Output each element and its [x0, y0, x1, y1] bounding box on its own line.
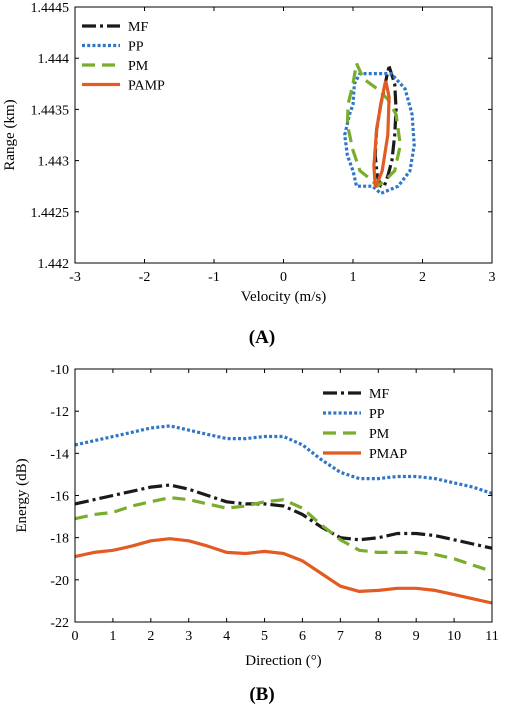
x-axis-label-b: Direction (°) — [245, 653, 321, 669]
x-tick-label: 8 — [375, 629, 382, 644]
x-tick-label: 3 — [185, 629, 192, 644]
x-tick-label: 6 — [299, 629, 306, 644]
x-tick-label: 2 — [419, 270, 426, 285]
legend-label-mf: MF — [128, 20, 148, 35]
x-tick-label: 1 — [350, 270, 357, 285]
y-tick-label: -14 — [50, 447, 69, 462]
x-tick-label: 1 — [109, 629, 116, 644]
y-tick-label: 1.4435 — [31, 103, 70, 118]
panel-label-a: (A) — [249, 327, 275, 348]
chart-b: 0 1 2 3 4 5 6 7 8 9 10 11 -22 -20 -18 -16 -14 -12 -10 MF PP P… — [14, 363, 499, 705]
x-tick-label: 7 — [337, 629, 344, 644]
legend-label-pp: PP — [369, 407, 385, 422]
legend-label-pm: PM — [369, 427, 390, 442]
series-line-pm — [74, 496, 493, 573]
series-line-mf — [74, 483, 493, 550]
x-tick-label: 0 — [280, 270, 287, 285]
y-tick-label: -10 — [50, 363, 69, 378]
y-tick-label: -16 — [50, 490, 69, 505]
plot-frame — [74, 368, 493, 623]
y-tick-label: -12 — [50, 405, 69, 420]
series-line-pp — [74, 424, 493, 495]
y-tick-label: 1.444 — [38, 52, 70, 67]
x-tick-label: 10 — [447, 629, 461, 644]
panel-label-b: (B) — [249, 684, 274, 705]
y-axis-label-b: Energy (dB) — [14, 458, 30, 532]
x-tick-label: -2 — [139, 270, 151, 285]
y-tick-label: 1.4425 — [31, 206, 70, 221]
x-tick-label: -3 — [69, 270, 81, 285]
series-line-pamp — [372, 80, 391, 188]
y-tick-label: 1.443 — [38, 155, 70, 170]
legend-label-mf: MF — [369, 387, 389, 402]
legend-label-pp: PP — [128, 40, 144, 55]
x-tick-label: -1 — [208, 270, 220, 285]
y-axis-label-a: Range (km) — [2, 99, 18, 170]
y-tick-label: -20 — [50, 574, 69, 589]
x-tick-label: 9 — [413, 629, 420, 644]
series-line-pp — [343, 71, 416, 195]
x-tick-label: 3 — [489, 270, 496, 285]
legend-label-pamp: PAMP — [128, 79, 165, 94]
x-tick-label: 2 — [147, 629, 154, 644]
plot-frame — [74, 6, 493, 264]
x-tick-label: 5 — [261, 629, 268, 644]
x-tick-label: 0 — [72, 629, 79, 644]
y-tick-label: -18 — [50, 532, 69, 547]
y-tick-label: 1.4445 — [31, 1, 70, 16]
x-tick-label: 4 — [223, 629, 230, 644]
legend-label-pm: PM — [128, 59, 149, 74]
series-line-pmap — [74, 537, 493, 605]
chart-a: -3 -2 -1 0 1 2 3 1.442 1.4425 1.443 1.4435 1.444 1.4… — [2, 1, 496, 348]
y-tick-label: -22 — [50, 616, 69, 631]
y-tick-label: 1.442 — [38, 257, 70, 272]
x-axis-label-a: Velocity (m/s) — [241, 289, 326, 305]
legend-label-pmap: PMAP — [369, 447, 407, 462]
x-tick-label: 11 — [485, 629, 498, 644]
